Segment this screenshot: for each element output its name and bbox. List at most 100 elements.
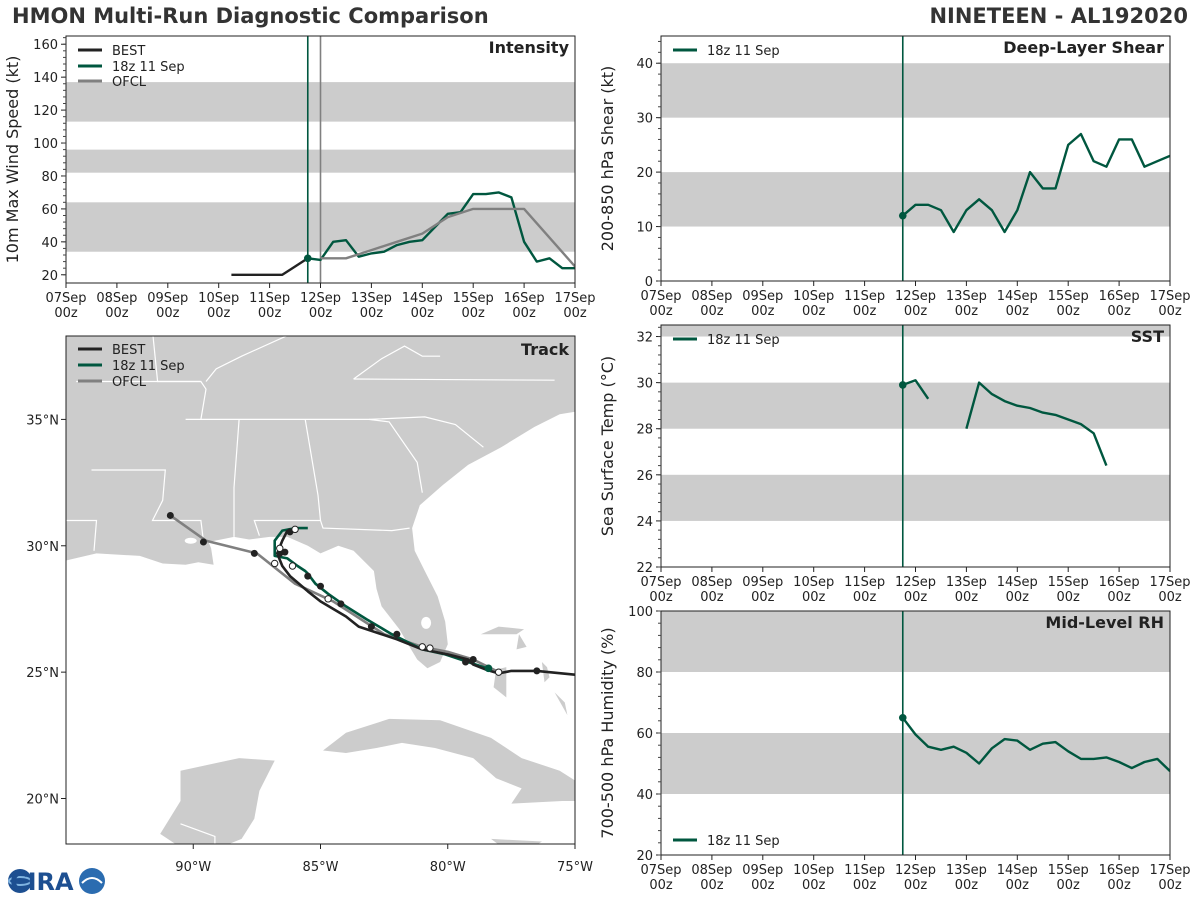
rh-series-0-start-point [898,713,907,722]
sst-xtick-label-0: 07Sep 00z [640,575,681,605]
shear-ylabel: 200-850 hPa Shear (kt) [598,66,617,252]
rh-xtick-label-1: 08Sep 00z [691,863,732,893]
sst-xtick-label-4: 11Sep 00z [844,575,885,605]
land-cuba [323,718,575,804]
sst-ytick-label-1: 24 [636,515,653,530]
cira-logo: CIRA [8,868,105,896]
state-border [319,520,410,532]
sst-ytick-label-3: 28 [636,423,653,438]
intensity-xtick-label-5: 12Sep 00z [300,291,341,321]
track-2-line [169,514,500,674]
intensity-xtick-label-1: 08Sep 00z [96,291,137,321]
rh-title: Mid-Level RH [1045,613,1164,632]
rh-xtick-label-9: 16Sep 00z [1099,863,1140,893]
track-lon-label: 75°W [557,860,593,875]
storm-name: NINETEEN - AL192020 [929,4,1188,28]
intensity-xtick-label-3: 10Sep 00z [198,291,239,321]
shear-xtick-label-3: 10Sep 00z [793,289,834,319]
land-jamaica [491,838,542,844]
intensity-ytick-label-0: 20 [41,269,58,284]
rh-series-0-line-0 [901,717,1170,772]
ofcl-position-open [426,644,434,652]
shear-ytick-label-1: 10 [636,221,653,236]
rh-xtick-label-7: 14Sep 00z [997,863,1038,893]
intensity-legend-label-0: BEST [112,44,145,59]
state-border [368,418,423,493]
track-lon-label: 85°W [303,860,339,875]
track-legend-label-1: 18z 11 Sep [112,359,185,374]
track-map: 90°W 85°W 80°W 75°W 20°N 25°N 30°N 35°N Track BES… [26,335,593,875]
best-track-position [317,582,324,590]
ofcl-position-filled [199,538,207,546]
shear-xtick-label-8: 15Sep 00z [1048,289,1089,319]
rh-band-1 [661,611,1170,672]
sst-xtick-label-1: 08Sep 00z [691,575,732,605]
sst-chart: 07Sep 00z 08Sep 00z 09Sep 00z 10Sep 00z 11Sep 00z… [598,324,1191,605]
rh-ylabel: 700-500 hPa Humidity (%) [598,627,617,838]
ofcl-position-filled [166,511,174,519]
page-title: HMON Multi-Run Diagnostic Comparison [12,4,489,28]
intensity-xtick-label-7: 14Sep 00z [402,291,443,321]
track-lat-label: 25°N [26,666,59,681]
intensity-ytick-label-7: 160 [33,38,58,53]
state-border [91,469,204,541]
rh-ytick-label-1: 40 [636,788,653,803]
sst-ytick-label-0: 22 [636,561,653,576]
sst-band-1 [661,382,1170,429]
rh-ytick-label-3: 80 [636,666,653,681]
ofcl-position-open [291,525,299,534]
sst-ytick-label-2: 26 [636,469,653,484]
rh-ytick-label-4: 100 [628,605,653,620]
state-border [353,378,555,381]
intensity-legend-label-2: OFCL [112,75,147,90]
shear-xtick-label-0: 07Sep 00z [640,289,681,319]
best-track-position [337,600,345,608]
sst-xtick-label-7: 14Sep 00z [997,575,1038,605]
shear-ytick-label-4: 40 [636,57,653,72]
state-border [66,519,98,551]
shear-xtick-label-5: 12Sep 00z [895,289,936,319]
country-border [180,823,216,844]
shear-xtick-label-9: 16Sep 00z [1099,289,1140,319]
state-border [233,419,240,537]
logo-text: CIRA [10,868,74,896]
ofcl-position-open [270,559,279,568]
best-track-position [393,630,401,638]
run-start-position [484,664,493,673]
intensity-ytick-label-4: 100 [33,137,58,152]
sst-xtick-label-3: 10Sep 00z [793,575,834,605]
best-track-position [367,623,375,631]
track-lon-label: 80°W [430,860,466,875]
ofcl-position-open [494,668,503,676]
intensity-legend-label-1: 18z 11 Sep [112,60,185,75]
shear-xtick-label-1: 08Sep 00z [691,289,732,319]
sst-title: SST [1131,327,1164,346]
intensity-xtick-label-9: 16Sep 00z [504,291,545,321]
shear-xtick-label-4: 11Sep 00z [844,289,885,319]
rh-ytick-label-0: 20 [636,849,653,864]
ofcl-position-filled [250,549,258,557]
intensity-series-0-line-0 [231,257,309,276]
shear-band-1 [661,63,1170,118]
rh-legend-label-0: 18z 11 Sep [707,834,780,849]
shear-xtick-label-10: 17Sep 00z [1149,289,1190,319]
land-bahamas-island [480,626,525,635]
intensity-chart: 07Sep 00z 08Sep 00z 09Sep 00z 10Sep 00z 11Sep 00z… [3,35,596,321]
ofcl-position-open [418,643,426,651]
intensity-ytick-label-1: 40 [41,236,58,251]
track-lines-layer [166,511,575,676]
rh-band-0 [661,733,1170,794]
intensity-ytick-label-2: 60 [41,203,58,218]
track-legend-label-2: OFCL [112,375,147,390]
track-lon-label: 90°W [175,860,211,875]
state-border [205,336,288,382]
sst-band-2 [661,325,1170,337]
shear-legend-label-0: 18z 11 Sep [707,44,780,59]
state-border [185,416,484,448]
shear-title: Deep-Layer Shear [1003,38,1164,57]
shear-ytick-label-3: 30 [636,112,653,127]
ofcl-position-filled [469,656,477,664]
shear-series-0-start-point [898,211,907,220]
shear-ytick-label-0: 0 [645,275,653,290]
state-border [353,345,441,380]
